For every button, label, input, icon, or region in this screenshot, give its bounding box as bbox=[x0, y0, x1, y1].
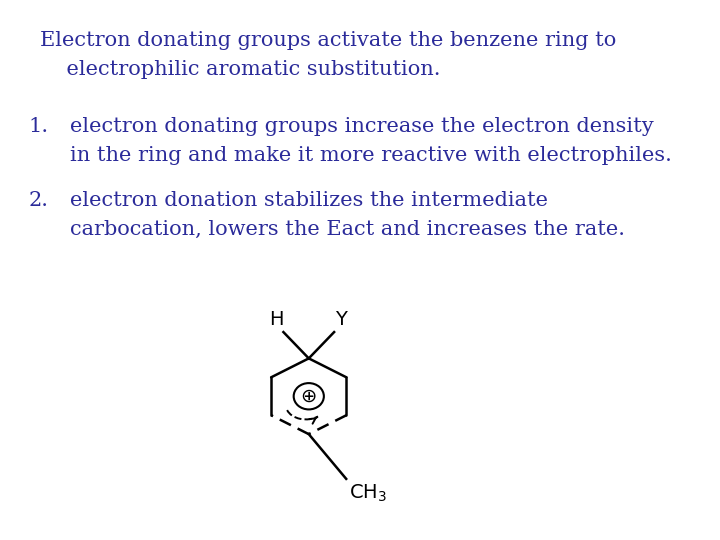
Text: H: H bbox=[269, 310, 284, 329]
Text: ⊕: ⊕ bbox=[300, 386, 317, 405]
Text: in the ring and make it more reactive with electrophiles.: in the ring and make it more reactive wi… bbox=[71, 146, 672, 165]
Text: Y: Y bbox=[336, 310, 347, 329]
Text: electrophilic aromatic substitution.: electrophilic aromatic substitution. bbox=[40, 59, 441, 78]
Text: 1.: 1. bbox=[28, 117, 48, 137]
Text: carbocation, lowers the Eact and increases the rate.: carbocation, lowers the Eact and increas… bbox=[71, 220, 626, 239]
Text: 2.: 2. bbox=[28, 191, 48, 210]
Text: CH$_3$: CH$_3$ bbox=[349, 483, 387, 504]
Text: electron donating groups increase the electron density: electron donating groups increase the el… bbox=[71, 117, 654, 137]
Text: electron donation stabilizes the intermediate: electron donation stabilizes the interme… bbox=[71, 191, 549, 210]
Text: Electron donating groups activate the benzene ring to: Electron donating groups activate the be… bbox=[40, 31, 616, 50]
